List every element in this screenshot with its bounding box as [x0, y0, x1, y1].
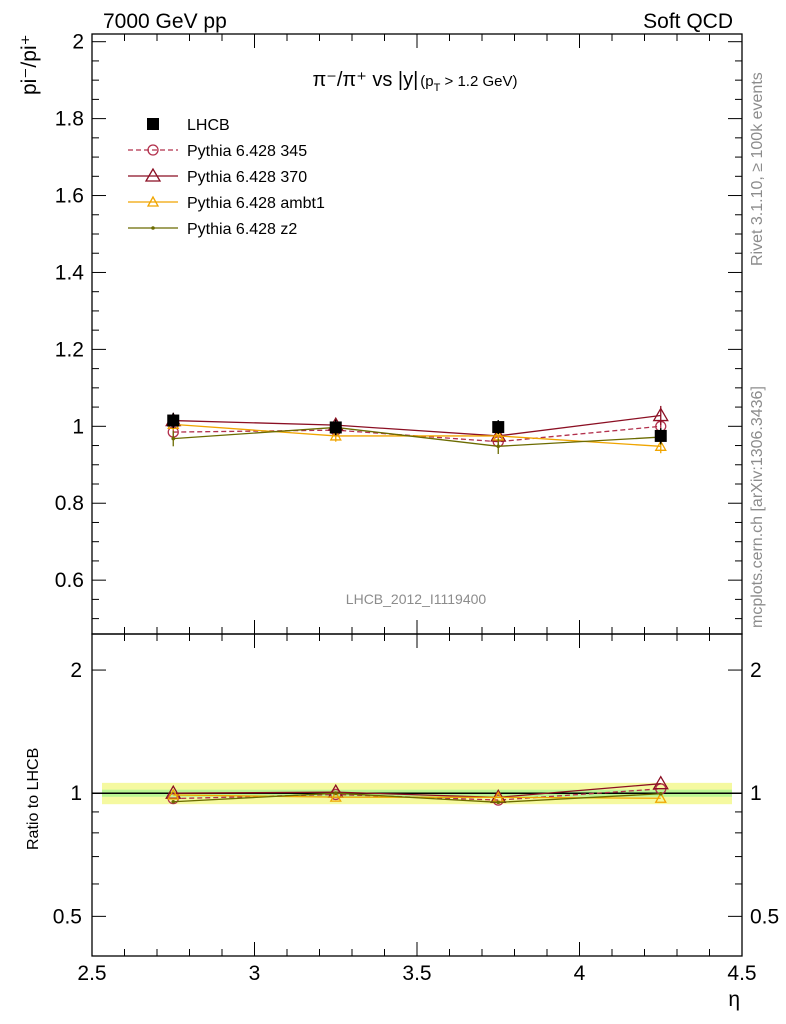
chart-title-sub: (p — [420, 73, 433, 90]
legend: LHCB Pythia 6.428 345 Pythia 6.428 370 Pyth… — [128, 117, 325, 238]
series-line-pythia-6-428-z2 — [173, 426, 661, 447]
header-left: 7000 GeV pp — [103, 10, 227, 33]
y-tick-label: 0.6 — [55, 569, 84, 592]
ratio-y-tick-label-right: 2 — [750, 659, 762, 682]
point-pythia-6-428-ambt1 — [329, 429, 342, 441]
analysis-watermark: LHCB_2012_I1119400 — [346, 591, 487, 607]
ratio-point-pythia-6-428-370 — [652, 775, 669, 790]
ratio-point-pythia-6-428-z2 — [658, 791, 663, 796]
legend-marker — [151, 226, 155, 230]
data-point-lhcb — [492, 421, 505, 434]
legend-marker-lhcb — [147, 118, 159, 130]
header-right: Soft QCD — [643, 10, 733, 33]
y-tick-label: 1.4 — [55, 261, 85, 284]
legend-marker — [147, 144, 159, 156]
x-axis-label: η — [728, 988, 740, 1011]
series-line-pythia-6-428-ambt1 — [173, 423, 661, 447]
y-tick-label: 1.8 — [55, 108, 84, 131]
x-tick-label: 3.5 — [402, 962, 431, 985]
chart-title-main: π⁻/π⁺ vs |y| — [313, 69, 419, 91]
y-tick-label: 1.2 — [55, 338, 84, 361]
top-panel: 0.6 0.8 1 1.2 1.4 1.6 1.8 2 — [55, 31, 743, 635]
ratio-point-pythia-6-428-ambt1 — [167, 788, 180, 800]
point-pythia-6-428-370 — [652, 407, 669, 422]
y-tick-label: 0.8 — [55, 492, 84, 515]
legend-entry-label: Pythia 6.428 z2 — [187, 221, 297, 238]
chart-title-sub-tail: > 1.2 GeV) — [440, 73, 517, 90]
data-point-lhcb — [329, 421, 342, 434]
point-pythia-6-428-z2 — [496, 444, 501, 449]
ratio-point-pythia-6-428-370 — [165, 784, 182, 799]
point-pythia-6-428-ambt1 — [654, 439, 667, 451]
ratio-series-line-pythia-6-428-370 — [173, 783, 661, 798]
legend-marker — [146, 195, 160, 207]
ratio-y-tick-label-right: 1 — [750, 782, 762, 805]
y-tick-label: 1.6 — [55, 185, 84, 208]
legend-entry-label: Pythia 6.428 370 — [187, 169, 307, 186]
rivet-label: Rivet 3.1.10, ≥ 100k events — [749, 72, 766, 266]
x-tick-label: 2.5 — [77, 962, 106, 985]
ratio-y-tick-label: 1 — [70, 782, 82, 805]
data-point-lhcb — [167, 414, 180, 427]
x-tick-label: 3 — [249, 962, 261, 985]
ratio-point-pythia-6-428-ambt1 — [329, 790, 342, 802]
y-axis-label-bottom: Ratio to LHCB — [25, 748, 42, 850]
ratio-point-pythia-6-428-z2 — [496, 800, 501, 805]
ratio-y-tick-label: 2 — [70, 659, 82, 682]
x-tick-label: 4 — [574, 962, 586, 985]
ratio-point-pythia-6-428-z2 — [333, 791, 338, 796]
legend-entry-label: LHCB — [187, 117, 230, 134]
ratio-y-tick-label: 0.5 — [53, 905, 82, 928]
series-line-pythia-6-428-370 — [173, 414, 661, 437]
legend-entry-label: Pythia 6.428 ambt1 — [187, 195, 325, 212]
chart-title: π⁻/π⁺ vs |y| (pT > 1.2 GeV) — [313, 69, 518, 94]
chart-title-sub-index: T — [434, 82, 441, 94]
data-point-lhcb — [654, 429, 667, 442]
y-tick-label: 2 — [72, 31, 84, 54]
point-pythia-6-428-z2 — [171, 436, 176, 441]
x-tick-label: 4.5 — [727, 962, 756, 985]
mcplots-label: mcplots.cern.ch [arXiv:1306.3436] — [749, 386, 766, 628]
ratio-point-pythia-6-428-ambt1 — [654, 791, 667, 803]
ratio-panel: 2.5 3 3.5 4 4.5 0.5 0.5 1 1 2 2 — [53, 633, 779, 985]
ratio-series-line-pythia-6-428-z2 — [173, 792, 661, 803]
ratio-y-tick-label-right: 0.5 — [750, 905, 779, 928]
y-tick-label: 1 — [72, 415, 84, 438]
ratio-point-pythia-6-428-z2 — [171, 799, 176, 804]
legend-entry-label: Pythia 6.428 345 — [187, 143, 307, 160]
legend-marker — [144, 167, 162, 182]
y-axis-label-top: pi⁻/pi⁺ — [18, 34, 41, 95]
